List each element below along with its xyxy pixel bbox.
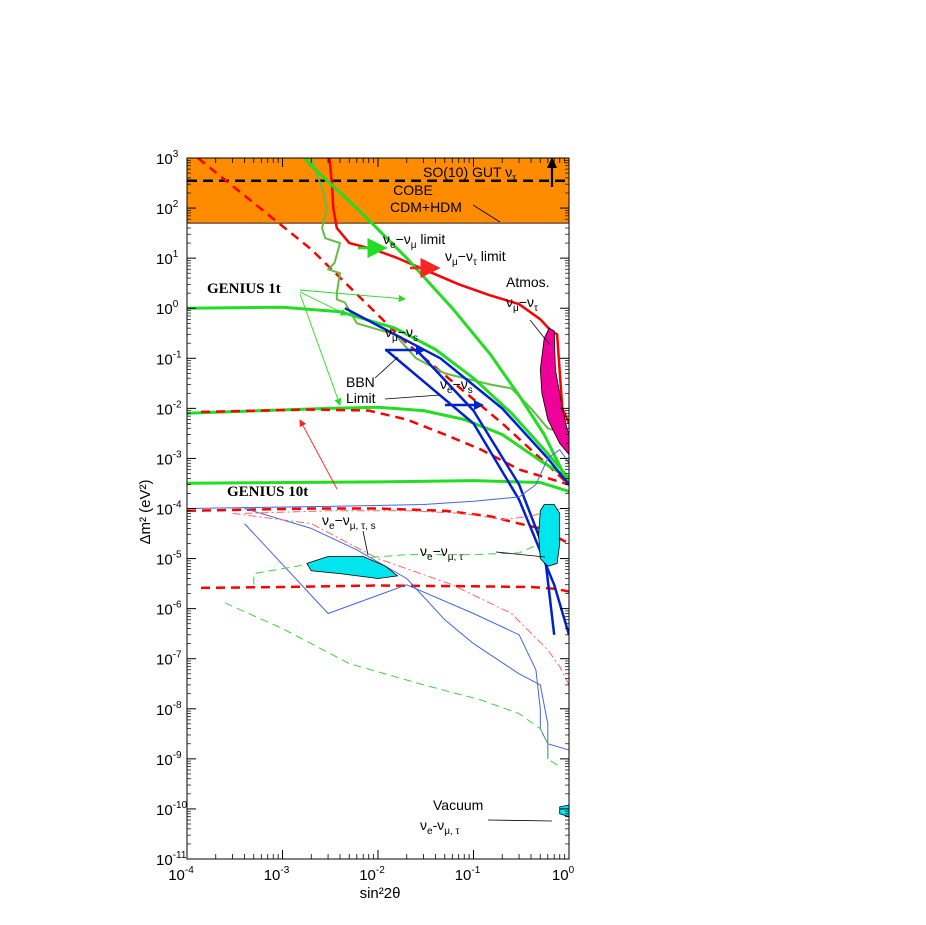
y-tick-label: 10-9: [156, 750, 182, 769]
y-tick-label: 10-2: [156, 399, 182, 418]
emt-label: νe−νμ, τ: [420, 543, 463, 563]
cdm-hdm-label: CDM+HDM: [390, 199, 462, 215]
y-tick-label: 101: [156, 249, 179, 268]
series-10-line: [187, 507, 569, 545]
series-6-line: [187, 305, 569, 480]
atmos-channel-label: νμ−ντ: [506, 294, 538, 314]
x-axis-label: sin²2θ: [360, 885, 401, 902]
genius-1t-label: GENIUS 1t: [207, 281, 281, 297]
cobe-label: COBE: [393, 182, 433, 198]
plot-background: [187, 158, 569, 859]
y-tick-label: 10-1: [156, 349, 182, 368]
so10-arrowhead: [547, 157, 557, 168]
series-13-line: [384, 348, 569, 636]
y-axis-label: Δm² (eV²): [137, 479, 154, 544]
emts-leader: [362, 530, 369, 556]
x-tick-label: 10-3: [264, 865, 290, 884]
y-tick-label: 10-6: [156, 600, 182, 619]
region-3: [306, 556, 399, 579]
series-7-line: [187, 405, 569, 480]
series-16-line: [244, 523, 569, 751]
region-2: [538, 504, 561, 567]
atmos-leader: [529, 319, 551, 346]
genius-10t-label: GENIUS 10t: [227, 484, 308, 500]
emts-label: νe−νμ, τ, s: [322, 512, 376, 532]
x-tick-label: 10-1: [455, 865, 481, 884]
y-tick-label: 10-8: [156, 700, 182, 719]
series-21-line: [224, 602, 560, 768]
series-9-line: [200, 408, 569, 486]
series-19-line: [232, 512, 569, 686]
y-tick-label: 10-7: [156, 650, 182, 669]
series-4-line: [310, 158, 569, 436]
y-tick-label: 10-4: [156, 500, 182, 519]
genius-10t-pointer: [299, 419, 338, 490]
vacuum-channel-label: νe-νμ, τ: [420, 817, 460, 837]
genius-1t-pointers: [299, 289, 406, 406]
mutau-limit-label: νμ−ντ limit: [445, 248, 506, 268]
y-tick-label: 102: [156, 199, 179, 218]
series-5-line: [303, 158, 569, 486]
series-12-line: [344, 307, 569, 486]
y-tick-label: 10-10: [156, 800, 188, 819]
vacuum-label: Vacuum: [433, 797, 483, 813]
cdm-leader: [472, 204, 501, 223]
bbn-label: BBN: [346, 374, 375, 390]
y-tick-label: 100: [156, 299, 179, 318]
x-tick-label: 10-4: [168, 865, 194, 884]
cobe-band: [186, 157, 570, 224]
series-15-line: [187, 449, 569, 509]
series-2-line: [197, 158, 569, 486]
tick-layer: 10-4 10-3 10-2 10-1 100 103 102 101 100 10-1 10-2 1…: [156, 149, 575, 884]
series-17-line: [244, 508, 549, 759]
atmos-label: Atmos.: [506, 274, 550, 290]
mus-label: νμ−νs: [385, 324, 418, 344]
y-tick-label: 10-5: [156, 550, 182, 569]
x-tick-label: 100: [552, 865, 575, 884]
series-8-line: [187, 479, 569, 493]
series-18-line: [244, 508, 569, 521]
region-layer: [306, 327, 569, 818]
y-tick-label: 10-11: [156, 850, 187, 869]
es-arrowhead: [474, 400, 484, 410]
y-tick-label: 10-3: [156, 449, 182, 468]
bbn-leader-2: [384, 394, 441, 400]
series-14-line: [415, 348, 556, 635]
vacuum-leader: [487, 819, 553, 822]
es-label: νe−νs: [440, 376, 473, 396]
so10-label: SO(10) GUT ντ: [423, 164, 516, 184]
mus-arrowhead: [416, 345, 426, 355]
region-1: [539, 327, 569, 456]
emt-leader: [495, 551, 546, 558]
y-tick-label: 103: [156, 149, 179, 168]
series-20-line: [253, 528, 549, 585]
bbn-limit-label: Limit: [346, 390, 376, 406]
bbn-leader-1: [374, 356, 399, 379]
x-tick-label: 10-2: [359, 865, 385, 884]
